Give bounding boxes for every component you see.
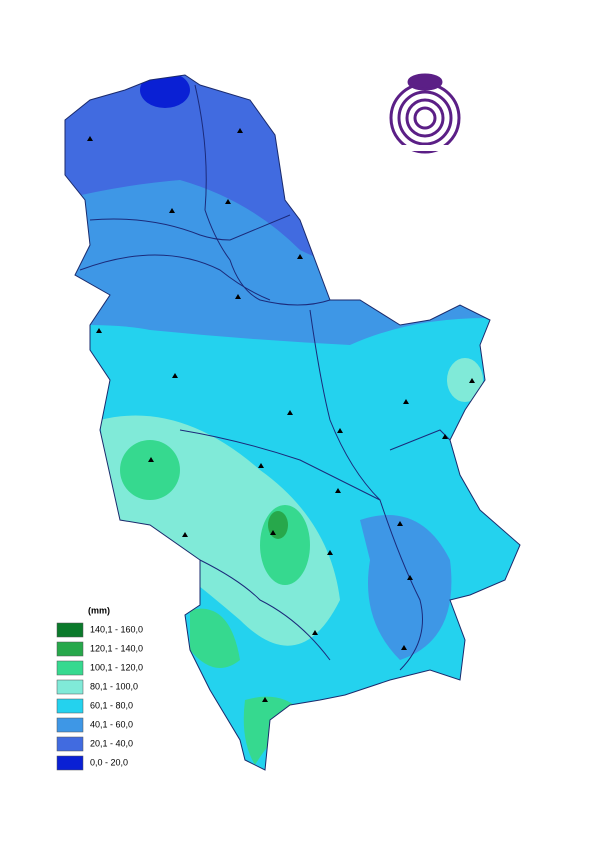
logo: [389, 73, 461, 154]
zone: [243, 696, 300, 765]
legend-unit: (mm): [88, 605, 110, 615]
rivers: [79, 84, 451, 671]
legend-label: 120,1 - 140,0: [90, 643, 143, 653]
legend-label: 140,1 - 160,0: [90, 624, 143, 634]
stations: [87, 128, 475, 702]
legend-swatch: [56, 698, 84, 714]
legend-swatch: [56, 736, 84, 752]
legend-swatch: [56, 679, 84, 695]
zone: [120, 440, 180, 500]
legend-label: 0,0 - 20,0: [90, 757, 128, 767]
legend: (mm) 140,1 - 160,0 120,1 - 140,0 100,1 - 1…: [56, 605, 143, 771]
legend-label: 60,1 - 80,0: [90, 700, 133, 710]
zone: [360, 515, 452, 660]
legend-swatch: [56, 641, 84, 657]
legend-label: 40,1 - 60,0: [90, 719, 133, 729]
zone: [140, 75, 190, 108]
legend-label: 100,1 - 120,0: [90, 662, 143, 672]
legend-label: 20,1 - 40,0: [90, 738, 133, 748]
legend-swatch: [56, 755, 84, 771]
zone: [190, 608, 240, 668]
legend-swatch: [56, 660, 84, 676]
legend-swatch: [56, 622, 84, 638]
legend-swatch: [56, 717, 84, 733]
zone: [447, 358, 483, 402]
legend-label: 80,1 - 100,0: [90, 681, 138, 691]
